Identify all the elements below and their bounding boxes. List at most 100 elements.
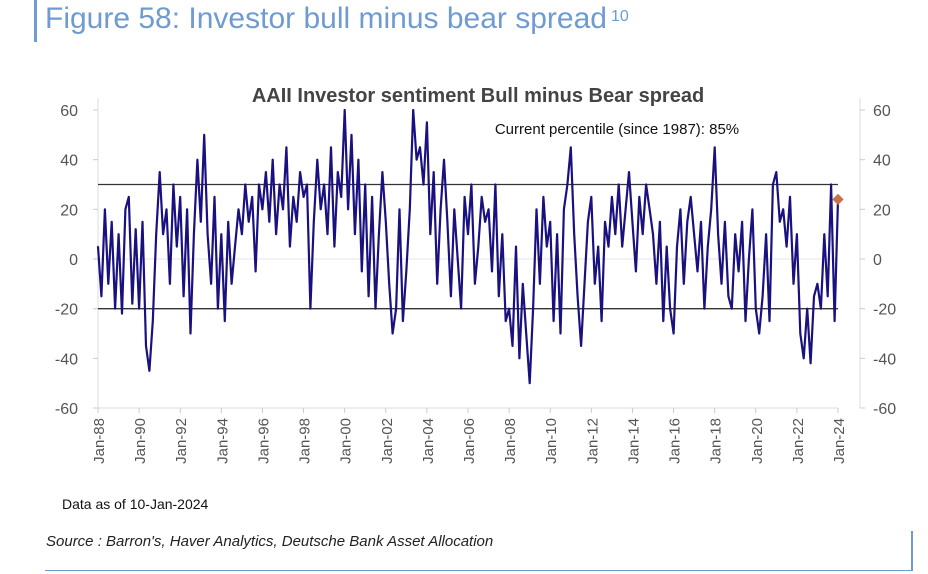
data-point <box>484 220 486 223</box>
data-point <box>676 245 678 248</box>
data-point <box>456 258 459 260</box>
data-point <box>193 233 195 235</box>
data-point <box>617 183 620 186</box>
data-point <box>751 208 754 211</box>
data-point <box>408 208 411 211</box>
data-point <box>367 295 370 298</box>
data-point <box>330 146 332 149</box>
data-point <box>549 220 552 223</box>
x-tick-label: Jan-96 <box>255 418 272 464</box>
data-point <box>645 183 647 186</box>
data-point <box>700 220 702 223</box>
data-point <box>624 208 627 211</box>
x-tick-label: Jan-08 <box>502 418 519 464</box>
data-point <box>247 220 250 223</box>
percentile-annotation: Current percentile (since 1987): 85% <box>495 121 739 138</box>
data-point <box>477 245 480 248</box>
data-point <box>741 220 743 223</box>
data-point <box>734 233 737 235</box>
data-point <box>460 307 462 310</box>
data-point <box>796 233 798 235</box>
data-point <box>765 233 767 235</box>
data-point <box>710 208 713 211</box>
data-point <box>251 196 253 198</box>
data-point <box>306 183 308 186</box>
data-point <box>453 208 456 211</box>
current-value-marker <box>832 193 844 206</box>
data-point <box>494 183 497 186</box>
data-point <box>597 245 599 248</box>
data-point <box>357 158 360 161</box>
data-point <box>532 307 534 310</box>
data-point <box>223 320 226 322</box>
data-point <box>117 233 120 235</box>
data-point <box>566 183 569 186</box>
y-tick-label-right: -20 <box>873 302 896 319</box>
data-point <box>364 183 367 186</box>
y-tick-label-right: 40 <box>873 153 891 170</box>
data-point <box>265 171 267 173</box>
data-point <box>758 332 761 335</box>
data-point <box>775 171 778 173</box>
data-point <box>809 362 812 365</box>
x-tick-label: Jan-10 <box>543 418 560 464</box>
data-point <box>522 283 524 285</box>
data-date-note: Data as of 10-Jan-2024 <box>62 496 209 512</box>
data-point <box>672 332 675 335</box>
data-point <box>569 146 572 149</box>
y-tick-label-right: 0 <box>873 252 882 269</box>
y-tick-label-right: -40 <box>873 351 896 368</box>
data-point <box>823 233 826 235</box>
data-point <box>114 307 116 310</box>
data-point <box>319 208 322 211</box>
x-tick-label: Jan-18 <box>708 418 725 464</box>
data-point <box>326 233 329 235</box>
data-point <box>518 357 521 360</box>
data-point <box>525 332 528 335</box>
data-point <box>628 171 630 173</box>
data-point <box>535 208 538 211</box>
figure-title: Figure 58: Investor bull minus bear spre… <box>45 2 629 36</box>
source-accent-bar <box>911 531 913 571</box>
data-point <box>498 295 500 298</box>
data-point <box>419 146 421 149</box>
data-point <box>450 295 452 298</box>
data-point <box>175 245 178 248</box>
data-point <box>374 307 377 310</box>
data-point <box>210 283 212 285</box>
data-point <box>689 196 692 198</box>
data-point <box>227 220 229 223</box>
data-point <box>261 208 264 211</box>
x-tick-label: Jan-20 <box>749 418 766 464</box>
data-point <box>295 220 298 223</box>
data-point <box>467 233 469 235</box>
data-point <box>806 307 808 310</box>
data-point <box>446 220 449 223</box>
data-point <box>148 369 151 372</box>
x-tick-label: Jan-00 <box>338 418 355 464</box>
data-point <box>100 295 103 298</box>
data-point <box>693 233 695 235</box>
data-point <box>378 233 380 235</box>
data-point <box>556 233 558 235</box>
data-point <box>206 233 209 235</box>
data-point <box>552 320 555 322</box>
data-point <box>381 171 384 173</box>
data-point <box>717 233 719 235</box>
data-point <box>128 196 130 198</box>
data-point <box>258 183 260 186</box>
data-point <box>621 245 623 248</box>
data-point <box>354 233 356 235</box>
data-point <box>220 233 223 235</box>
data-point <box>724 220 726 223</box>
data-point <box>172 183 175 186</box>
data-point <box>350 134 353 136</box>
data-point <box>659 220 661 223</box>
data-point <box>792 283 795 285</box>
y-tick-label: -60 <box>55 401 78 418</box>
data-point <box>754 307 757 310</box>
y-tick-label-right: -60 <box>873 401 896 418</box>
data-point <box>333 245 336 248</box>
data-point <box>631 220 634 223</box>
data-point <box>563 208 565 211</box>
